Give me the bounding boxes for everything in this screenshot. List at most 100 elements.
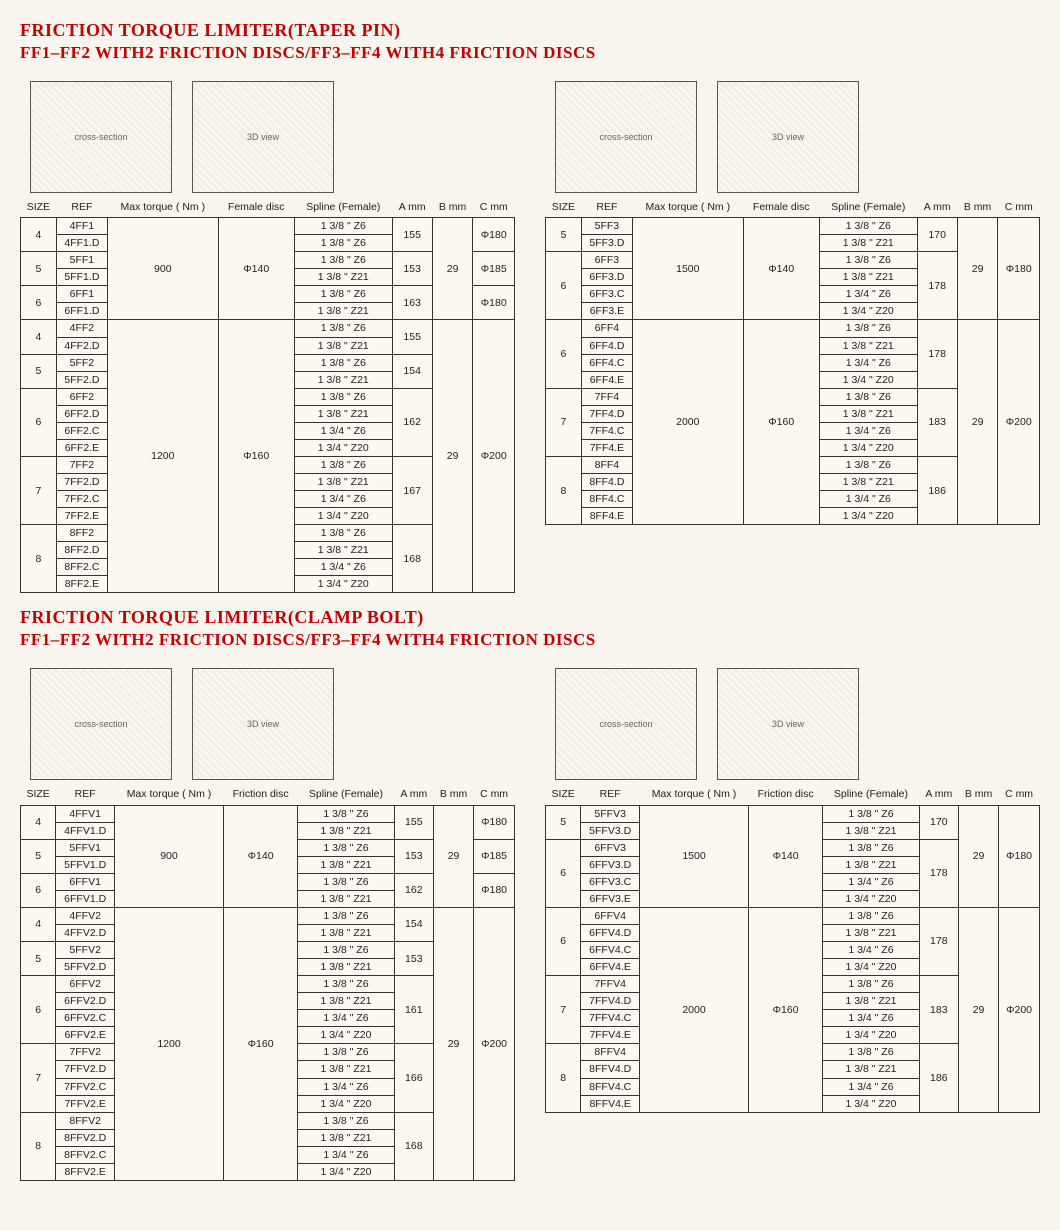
table-cell: 7FF2.E bbox=[56, 508, 107, 525]
table-cell: 5 bbox=[21, 354, 57, 388]
table-cell: 7FF2 bbox=[56, 456, 107, 473]
table-cell: 4FF2.D bbox=[56, 337, 107, 354]
table-cell: 4FF2 bbox=[56, 320, 107, 337]
table-cell: 1 3/8 " Z6 bbox=[823, 1044, 919, 1061]
table-cell: 6 bbox=[546, 252, 582, 320]
section2-left-table: SIZEREFMax torque ( Nm )Friction discSpl… bbox=[20, 786, 515, 1180]
table-cell: 8FFV2.C bbox=[56, 1146, 115, 1163]
table-cell: 29 bbox=[432, 218, 473, 320]
table-cell: 1 3/8 " Z21 bbox=[298, 959, 394, 976]
table-cell: 6FF3 bbox=[581, 252, 632, 269]
table-cell: 1 3/4 " Z20 bbox=[823, 1027, 919, 1044]
table-cell: 1 3/8 " Z6 bbox=[823, 976, 919, 993]
table-cell: 1 3/4 " Z20 bbox=[298, 1095, 394, 1112]
table-cell: 1 3/4 " Z6 bbox=[298, 1078, 394, 1095]
table-cell: Φ180 bbox=[473, 286, 515, 320]
table-cell: 8FF2 bbox=[56, 525, 107, 542]
table-cell: 6FF1 bbox=[56, 286, 107, 303]
table-cell: 8FF2.E bbox=[56, 576, 107, 593]
table-cell: 186 bbox=[919, 1044, 958, 1112]
table-cell: 4FF1 bbox=[56, 218, 107, 235]
table-cell: 5 bbox=[21, 252, 57, 286]
table-cell: 166 bbox=[394, 1044, 433, 1112]
table-cell: 167 bbox=[392, 456, 432, 524]
table-cell: Φ180 bbox=[473, 218, 515, 252]
table-cell: 1 3/8 " Z6 bbox=[298, 839, 394, 856]
table-header: Max torque ( Nm ) bbox=[640, 786, 749, 805]
table-cell: 29 bbox=[957, 218, 998, 320]
table-cell: Φ185 bbox=[473, 252, 515, 286]
table-cell: 1 3/8 " Z21 bbox=[294, 542, 392, 559]
table-cell: 1 3/8 " Z6 bbox=[298, 976, 394, 993]
table-cell: 5 bbox=[21, 839, 56, 873]
table-cell: 7 bbox=[21, 456, 57, 524]
table-cell: 1 3/8 " Z6 bbox=[298, 873, 394, 890]
table-cell: 29 bbox=[959, 805, 999, 907]
table-row: 55FF31500Φ1401 3/8 " Z617029Φ180 bbox=[546, 218, 1040, 235]
table-header: A mm bbox=[919, 786, 958, 805]
table-header: SIZE bbox=[546, 786, 581, 805]
table-header: C mm bbox=[998, 199, 1040, 218]
table-cell: 6FF2.D bbox=[56, 405, 107, 422]
table-cell: 1 3/8 " Z6 bbox=[819, 320, 917, 337]
table-cell: 6FF2.E bbox=[56, 439, 107, 456]
table-row: 66FFV42000Φ1601 3/8 " Z617829Φ200 bbox=[546, 907, 1040, 924]
table-cell: Φ140 bbox=[218, 218, 294, 320]
section1-title: FRICTION TORQUE LIMITER(TAPER PIN) bbox=[20, 20, 1040, 41]
table-header: Spline (Female) bbox=[823, 786, 919, 805]
table-cell: 7FF4.C bbox=[581, 422, 632, 439]
table-cell: 1 3/8 " Z6 bbox=[294, 252, 392, 269]
table-cell: 900 bbox=[115, 805, 224, 907]
table-cell: 1 3/4 " Z6 bbox=[819, 491, 917, 508]
table-cell: Φ200 bbox=[474, 907, 515, 1180]
table-cell: 1 3/8 " Z21 bbox=[298, 890, 394, 907]
diagram-isometric: 3D view bbox=[717, 668, 859, 780]
table-cell: 1 3/8 " Z6 bbox=[298, 1112, 394, 1129]
table-cell: 1 3/8 " Z21 bbox=[823, 822, 919, 839]
table-row: 44FFV1900Φ1401 3/8 " Z615529Φ180 bbox=[21, 805, 515, 822]
table-header: SIZE bbox=[546, 199, 582, 218]
table-cell: 1 3/4 " Z6 bbox=[298, 1010, 394, 1027]
table-cell: 6FF2 bbox=[56, 388, 107, 405]
table-cell: 6FF4.D bbox=[581, 337, 632, 354]
table-header: REF bbox=[56, 199, 107, 218]
table-cell: 5FFV1 bbox=[56, 839, 115, 856]
table-cell: 170 bbox=[917, 218, 957, 252]
table-cell: 1 3/8 " Z6 bbox=[819, 388, 917, 405]
table-cell: 5FF2 bbox=[56, 354, 107, 371]
table-cell: 1 3/8 " Z21 bbox=[819, 269, 917, 286]
table-cell: 6FFV2.D bbox=[56, 993, 115, 1010]
table-cell: 154 bbox=[392, 354, 432, 388]
table-cell: 1 3/8 " Z21 bbox=[294, 405, 392, 422]
table-cell: 155 bbox=[392, 320, 432, 354]
table-header: Max torque ( Nm ) bbox=[115, 786, 224, 805]
table-cell: 6FFV4 bbox=[581, 907, 640, 924]
table-cell: 1 3/8 " Z6 bbox=[294, 456, 392, 473]
table-cell: 6 bbox=[546, 839, 581, 907]
table-cell: 29 bbox=[434, 907, 474, 1180]
table-cell: Φ185 bbox=[474, 839, 515, 873]
table-cell: 168 bbox=[392, 525, 432, 593]
table-header: B mm bbox=[959, 786, 999, 805]
table-cell: 170 bbox=[919, 805, 958, 839]
table-cell: 1 3/8 " Z6 bbox=[294, 320, 392, 337]
table-cell: 1 3/4 " Z6 bbox=[823, 873, 919, 890]
table-cell: Φ200 bbox=[999, 907, 1040, 1112]
table-cell: 8FF4.D bbox=[581, 474, 632, 491]
table-cell: 1 3/4 " Z20 bbox=[294, 439, 392, 456]
table-cell: 29 bbox=[959, 907, 999, 1112]
diagram-cross-section: cross-section bbox=[555, 668, 697, 780]
table-cell: 1 3/8 " Z6 bbox=[294, 525, 392, 542]
table-cell: 183 bbox=[917, 388, 957, 456]
table-cell: 6FFV4.E bbox=[581, 959, 640, 976]
table-header: C mm bbox=[473, 199, 515, 218]
table-cell: 7FFV2.E bbox=[56, 1095, 115, 1112]
section1-right-diagrams: cross-section 3D view bbox=[545, 69, 1040, 199]
table-cell: Φ200 bbox=[473, 320, 515, 593]
table-cell: 5FFV3 bbox=[581, 805, 640, 822]
section2-right-table: SIZEREFMax torque ( Nm )Friction discSpl… bbox=[545, 786, 1040, 1112]
table-cell: 5FFV3.D bbox=[581, 822, 640, 839]
table-cell: 178 bbox=[919, 907, 958, 975]
table-cell: 1 3/4 " Z6 bbox=[819, 422, 917, 439]
table-cell: 4FFV2.D bbox=[56, 924, 115, 941]
